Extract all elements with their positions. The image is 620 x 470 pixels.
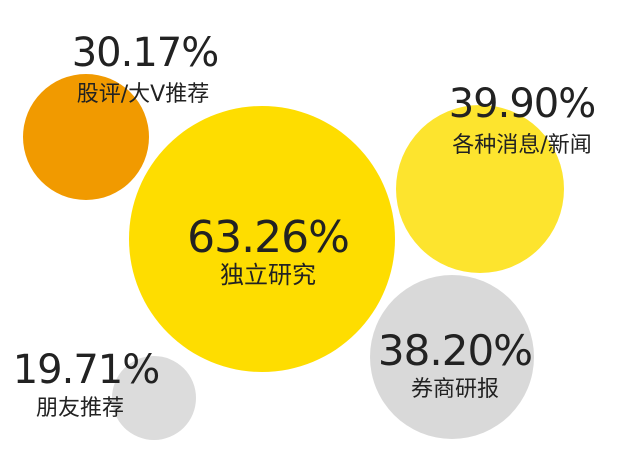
bubble-guping-value: 30.17% — [72, 30, 219, 76]
bubble-broker-research — [370, 275, 534, 439]
bubble-independent-research — [129, 106, 395, 372]
bubble-independent-research-label: 独立研究 — [220, 261, 316, 289]
bubble-news — [396, 105, 564, 273]
bubble-friend-recommend-label: 朋友推荐 — [36, 396, 124, 421]
bubble-broker-research-value: 38.20% — [378, 326, 532, 375]
bubble-guping-label: 股评/大V推荐 — [77, 82, 209, 107]
bubble-friend-recommend — [112, 356, 196, 440]
bubble-friend-recommend-value: 19.71% — [13, 347, 160, 393]
bubble-news-label: 各种消息/新闻 — [452, 133, 591, 158]
bubble-independent-research-value: 63.26% — [187, 212, 349, 263]
bubble-guping — [23, 74, 149, 200]
bubble-broker-research-label: 券商研报 — [411, 377, 499, 402]
bubble-news-value: 39.90% — [449, 81, 596, 127]
